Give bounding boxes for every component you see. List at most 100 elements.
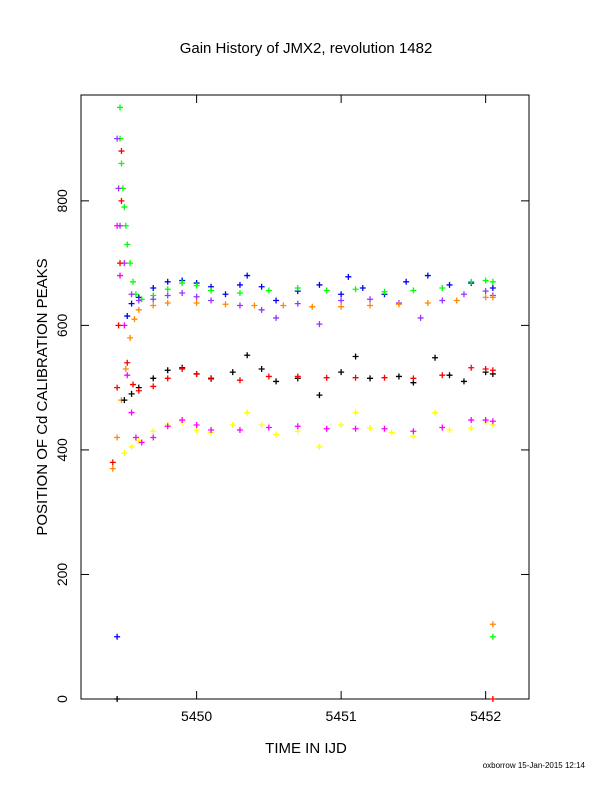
data-point — [294, 285, 301, 292]
data-point — [138, 439, 145, 446]
footer-stamp: oxborrow 15-Jan-2015 12:14 — [483, 761, 586, 770]
data-point — [236, 427, 243, 434]
data-point — [410, 428, 417, 435]
data-point — [345, 273, 352, 280]
data-point — [424, 299, 431, 306]
data-point — [193, 293, 200, 300]
data-point — [118, 197, 125, 204]
data-point — [294, 300, 301, 307]
data-point — [150, 434, 157, 441]
data-point — [367, 375, 374, 382]
y-tick-label: 600 — [54, 313, 70, 337]
chart-title: Gain History of JMX2, revolution 1482 — [180, 40, 433, 57]
data-point — [489, 294, 496, 301]
data-point — [128, 409, 135, 416]
data-point — [323, 287, 330, 294]
data-point — [489, 278, 496, 285]
plot-points — [109, 104, 496, 702]
data-point — [338, 369, 345, 376]
data-point — [338, 303, 345, 310]
data-point — [489, 633, 496, 640]
data-point — [229, 422, 236, 429]
data-point — [114, 696, 121, 702]
y-axis: 0 200 400 600 800 — [54, 189, 529, 703]
series-4 — [114, 352, 496, 702]
data-point — [468, 425, 475, 432]
data-point — [193, 422, 200, 429]
data-point — [316, 321, 323, 328]
data-point — [164, 278, 171, 285]
data-point — [338, 291, 345, 298]
data-point — [179, 365, 186, 372]
data-point — [352, 409, 359, 416]
data-point — [489, 621, 496, 628]
data-point — [410, 375, 417, 382]
data-point — [229, 369, 236, 376]
data-point — [258, 365, 265, 372]
data-point — [135, 297, 142, 304]
data-point — [432, 354, 439, 361]
data-point — [114, 135, 121, 142]
data-point — [446, 372, 453, 379]
data-point — [251, 302, 258, 309]
plot-frame — [80, 94, 530, 700]
data-point — [122, 222, 129, 229]
data-point — [432, 409, 439, 416]
data-point — [114, 384, 121, 391]
data-point — [114, 222, 121, 229]
y-tick-label: 0 — [54, 695, 70, 703]
data-point — [482, 288, 489, 295]
data-point — [323, 374, 330, 381]
data-point — [150, 285, 157, 292]
data-point — [352, 286, 359, 293]
data-point — [150, 375, 157, 382]
data-point — [265, 287, 272, 294]
data-point — [179, 290, 186, 297]
data-point — [323, 425, 330, 432]
data-point — [124, 359, 131, 366]
data-point — [124, 241, 131, 248]
data-point — [128, 390, 135, 397]
data-point — [352, 425, 359, 432]
data-point — [109, 459, 116, 466]
data-point — [114, 633, 121, 640]
data-point — [367, 302, 374, 309]
data-point — [179, 417, 186, 424]
data-point — [316, 281, 323, 288]
data-point — [135, 306, 142, 313]
data-point — [446, 427, 453, 434]
data-point — [489, 696, 496, 702]
data-point — [115, 322, 122, 329]
series-3 — [109, 294, 496, 628]
data-point — [222, 301, 229, 308]
data-point — [352, 374, 359, 381]
data-point — [453, 297, 460, 304]
data-point — [468, 278, 475, 285]
data-point — [115, 185, 122, 192]
y-axis-label: POSITION OF Cd CALIBRATION PEAKS — [34, 258, 51, 535]
y-tick-label: 800 — [54, 189, 70, 213]
data-point — [482, 294, 489, 301]
data-point — [208, 427, 215, 434]
data-point — [164, 292, 171, 299]
data-point — [124, 372, 131, 379]
data-point — [179, 280, 186, 287]
data-point — [135, 387, 142, 394]
data-point — [117, 260, 124, 267]
data-point — [309, 303, 316, 310]
y-tick-label: 400 — [54, 438, 70, 462]
data-point — [381, 288, 388, 295]
data-point — [294, 373, 301, 380]
data-point — [338, 297, 345, 304]
data-point — [164, 375, 171, 382]
data-point — [489, 367, 496, 374]
data-point — [381, 425, 388, 432]
data-point — [121, 397, 128, 404]
data-point — [316, 443, 323, 450]
x-tick-label: 5450 — [181, 708, 212, 724]
data-point — [294, 423, 301, 430]
series-6 — [121, 409, 496, 457]
data-point — [150, 296, 157, 303]
data-point — [128, 300, 135, 307]
